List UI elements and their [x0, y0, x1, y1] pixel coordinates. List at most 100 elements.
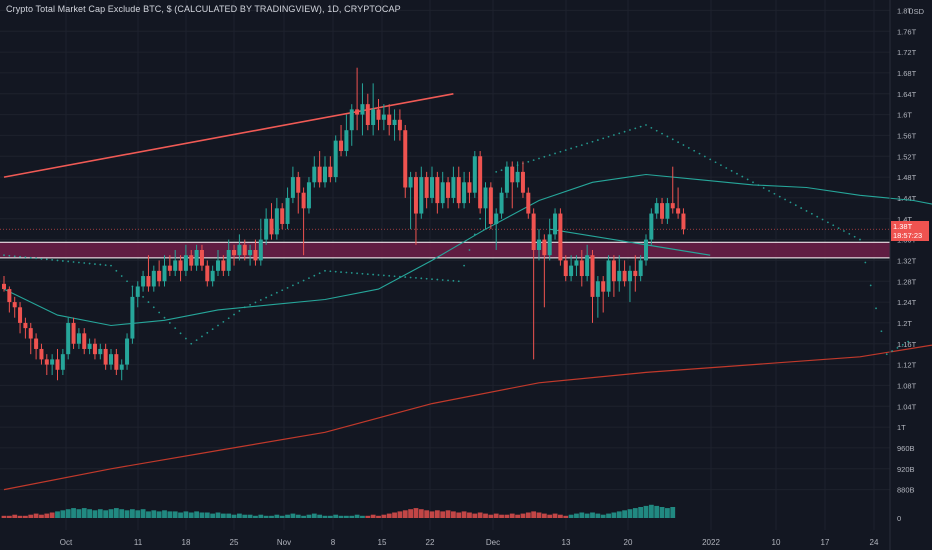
candle-body [654, 203, 659, 214]
candle-body [520, 171, 525, 193]
psar-dot [366, 273, 369, 276]
candle-body [194, 250, 199, 266]
volume-bar [344, 515, 349, 518]
psar-dot [361, 272, 364, 275]
candle-body [28, 328, 33, 339]
candle-body [71, 322, 76, 344]
candle-body [387, 114, 392, 125]
volume-bar [659, 507, 665, 518]
candle-body [39, 348, 44, 360]
psar-dot [415, 277, 417, 279]
psar-dot [864, 261, 867, 264]
psar-dot [816, 215, 819, 218]
psar-dot [19, 255, 21, 258]
candle-body [617, 270, 622, 282]
psar-dot [174, 327, 177, 330]
volume-bar [354, 514, 360, 518]
candle-body [472, 156, 477, 193]
y-tick-label: 1.64T [897, 90, 917, 99]
psar-dot [78, 261, 80, 264]
volume-bar [648, 504, 654, 518]
last-price-value: 1.38T [893, 222, 913, 231]
last-price-tag: 1.38T 18:57:23 [891, 221, 929, 241]
candle-body [141, 276, 146, 287]
candle-body [542, 239, 547, 256]
volume-bar [606, 513, 611, 518]
candle-body [553, 213, 558, 235]
trendline-mid [549, 228, 711, 256]
volume-bar [558, 514, 563, 518]
volume-bar [568, 514, 574, 518]
psar-dot [805, 210, 808, 212]
psar-dot [110, 264, 112, 267]
psar-dot [666, 135, 669, 138]
volume-bar [172, 511, 178, 518]
bar-countdown: 18:57:23 [893, 231, 923, 240]
volume-bar [584, 513, 590, 518]
volume-bar [103, 510, 109, 518]
candle-body [98, 348, 103, 355]
candle-body [670, 203, 675, 209]
psar-dot [602, 137, 605, 140]
candle-body [173, 260, 178, 271]
psar-dot [639, 125, 642, 128]
volume-bar [87, 509, 92, 518]
y-tick-label: 1.76T [897, 27, 917, 36]
candle-body [232, 250, 237, 256]
candle-body [488, 187, 493, 224]
psar-dot [447, 279, 449, 282]
psar-dot [61, 260, 64, 262]
psar-dot [762, 187, 765, 189]
candle-body [638, 260, 643, 277]
volume-bar [376, 515, 381, 518]
psar-dot [714, 161, 717, 164]
psar-dot [13, 255, 16, 258]
ma-slow-line [3, 344, 932, 491]
psar-dot [741, 175, 744, 178]
psar-dot [596, 139, 599, 141]
psar-dot [896, 347, 899, 349]
volume-bar [81, 508, 87, 518]
volume-bar [231, 514, 237, 518]
volume-bar [429, 511, 435, 518]
psar-dot [281, 289, 284, 292]
volume-axis-label: 0 [897, 514, 901, 523]
volume-bar [574, 513, 579, 518]
psar-dot [334, 270, 337, 273]
volume-bar [23, 515, 28, 518]
x-tick-label: 8 [331, 538, 336, 547]
candle-body [611, 260, 616, 282]
y-tick-label: 920B [897, 465, 915, 474]
x-tick-label: 2022 [702, 538, 720, 547]
volume-bar [113, 508, 119, 518]
volume-bar [472, 513, 478, 518]
psar-dot [8, 254, 11, 257]
psar-dot [120, 275, 123, 277]
x-tick-label: 20 [624, 538, 633, 547]
volume-bar [65, 509, 71, 518]
volume-bar [269, 515, 274, 518]
candle-body [216, 260, 220, 271]
candle-body [424, 177, 429, 198]
y-tick-label: 1.4T [897, 215, 912, 224]
psar-dot [559, 150, 562, 153]
psar-dot [51, 258, 54, 261]
y-tick-label: 1.44T [897, 194, 917, 203]
psar-dot [99, 263, 102, 266]
volume-bar [237, 513, 242, 518]
psar-dot [163, 316, 166, 319]
candle-body [109, 354, 113, 365]
candle-body [339, 140, 344, 152]
candle-body [242, 244, 247, 256]
candle-body [66, 322, 71, 355]
candle-body [323, 166, 327, 183]
psar-dot [821, 218, 824, 221]
volume-bar [477, 512, 483, 518]
psar-dot [768, 189, 770, 192]
psar-dot [409, 276, 412, 279]
volume-bar [55, 511, 60, 518]
candle-body [146, 276, 151, 287]
volume-bar [44, 513, 50, 518]
psar-dot [655, 129, 658, 132]
